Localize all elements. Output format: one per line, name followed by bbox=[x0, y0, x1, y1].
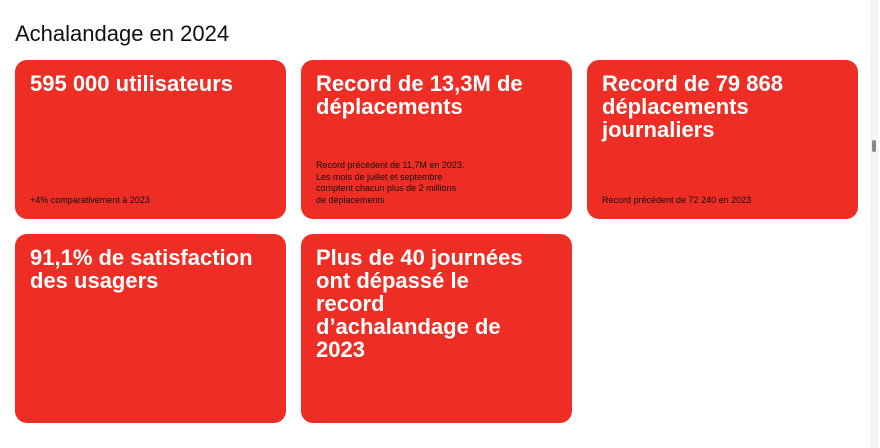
scrollbar[interactable] bbox=[870, 0, 878, 448]
headline-line: d’achalandage de bbox=[316, 314, 501, 339]
headline-line: 91,1% de satisfaction bbox=[30, 245, 253, 270]
stat-note: Record précédent de 72 240 en 2023 bbox=[602, 195, 751, 207]
stat-headline: Record de 13,3M de déplacements bbox=[316, 72, 557, 118]
stat-note: +4% comparativement à 2023 bbox=[30, 195, 150, 207]
scroll-thumb[interactable] bbox=[872, 140, 876, 152]
headline-line: des usagers bbox=[30, 268, 159, 293]
headline-line: journaliers bbox=[602, 117, 715, 142]
headline-line: déplacements bbox=[602, 94, 749, 119]
note-line: Les mois de juillet et septembre bbox=[316, 171, 443, 182]
stat-headline: 595 000 utilisateurs bbox=[30, 72, 271, 95]
headline-line: Record de 79 868 bbox=[602, 71, 783, 96]
headline-line: Plus de 40 journées bbox=[316, 245, 523, 270]
note-line: +4% comparativement à 2023 bbox=[30, 194, 150, 205]
headline-line: 2023 bbox=[316, 337, 365, 362]
stat-card: Plus de 40 journées ont dépassé le record d… bbox=[301, 234, 572, 423]
headline-line: 595 000 utilisateurs bbox=[30, 71, 234, 96]
page-title: Achalandage en 2024 bbox=[15, 21, 230, 46]
stat-card: 91,1% de satisfaction des usagers bbox=[15, 234, 286, 423]
headline-line: record bbox=[316, 291, 385, 316]
note-line: Record précédent de 11,7M en 2023. bbox=[316, 160, 465, 170]
headline-line: déplacements bbox=[316, 94, 463, 119]
stat-card: Record de 13,3M de déplacements Record pré… bbox=[301, 60, 572, 219]
stat-card: Record de 79 868 déplacements journaliers R… bbox=[587, 60, 858, 219]
stat-headline: Record de 79 868 déplacements journaliers bbox=[602, 72, 843, 141]
headline-line: Record de 13,3M de bbox=[316, 71, 523, 96]
note-line: Record précédent de 72 240 en 2023 bbox=[602, 194, 752, 205]
headline-line: ont dépassé le bbox=[316, 268, 469, 293]
stat-headline: Plus de 40 journées ont dépassé le record d… bbox=[316, 246, 557, 361]
stat-headline: 91,1% de satisfaction des usagers bbox=[30, 246, 271, 292]
note-line: comptent chacun plus de 2 millions bbox=[316, 183, 457, 193]
stat-note: Record précédent de 11,7M en 2023. Les mo… bbox=[316, 160, 464, 206]
note-line: de déplacements bbox=[316, 194, 385, 205]
stat-card: 595 000 utilisateurs +4% comparativement … bbox=[15, 60, 286, 219]
